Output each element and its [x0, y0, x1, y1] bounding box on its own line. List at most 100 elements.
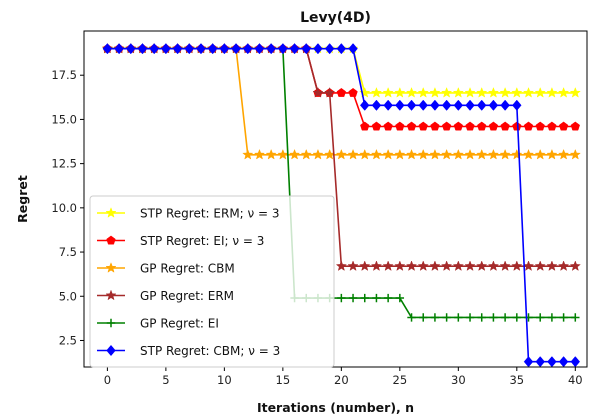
data-point	[487, 260, 500, 271]
data-point	[336, 87, 347, 97]
legend-item: STP Regret: CBM; ν = 3	[97, 344, 280, 358]
data-point	[383, 99, 393, 111]
data-point	[430, 121, 440, 131]
data-point	[511, 260, 523, 271]
data-point	[476, 148, 488, 160]
data-point	[523, 121, 534, 131]
data-point	[569, 148, 581, 160]
data-point	[429, 86, 441, 98]
data-point	[442, 313, 451, 322]
data-point	[557, 260, 570, 271]
data-point	[347, 260, 359, 271]
data-point	[406, 99, 417, 111]
data-point	[465, 121, 475, 131]
data-point	[453, 99, 464, 111]
data-point	[522, 86, 535, 98]
data-point	[383, 293, 393, 303]
data-point	[372, 293, 381, 303]
data-point	[489, 313, 498, 322]
y-tick-label: 2.5	[59, 333, 77, 347]
data-point	[184, 43, 195, 55]
legend-item: GP Regret: CBM	[97, 262, 235, 276]
data-point	[312, 86, 324, 98]
data-point	[536, 313, 545, 322]
data-point	[487, 148, 500, 160]
data-point	[395, 121, 405, 131]
x-tick-label: 25	[393, 373, 408, 387]
data-point	[488, 99, 499, 111]
data-point	[336, 43, 347, 55]
data-point	[359, 86, 371, 98]
data-point	[277, 148, 289, 160]
data-point	[464, 148, 476, 160]
data-point	[337, 293, 346, 303]
data-point	[500, 121, 510, 131]
x-tick-label: 30	[451, 373, 466, 387]
legend-label: GP Regret: EI	[140, 317, 219, 331]
data-point	[300, 148, 312, 160]
series-layer	[101, 42, 581, 368]
data-point	[534, 260, 546, 271]
legend-marker	[106, 318, 116, 328]
data-point	[547, 121, 557, 131]
data-point	[441, 148, 453, 160]
data-point	[359, 99, 370, 111]
data-point	[419, 313, 428, 322]
y-tick-label: 5.0	[59, 289, 77, 303]
data-point	[360, 293, 369, 303]
legend-marker	[105, 262, 117, 273]
data-point	[465, 99, 475, 111]
data-point	[370, 86, 383, 98]
data-point	[394, 86, 406, 98]
series-6	[102, 43, 581, 368]
data-point	[335, 260, 347, 271]
data-point	[394, 148, 406, 160]
data-point	[511, 86, 523, 98]
x-tick-label: 15	[276, 373, 291, 387]
data-point	[137, 43, 148, 55]
data-point	[569, 86, 581, 98]
x-tick-label: 5	[162, 373, 169, 387]
data-point	[557, 86, 570, 98]
data-point	[382, 148, 394, 160]
data-point	[476, 86, 488, 98]
data-point	[454, 313, 463, 322]
data-point	[312, 148, 324, 160]
data-point	[196, 43, 206, 55]
data-point	[476, 260, 488, 271]
y-tick-label: 10.0	[51, 201, 77, 215]
data-point	[253, 148, 266, 160]
data-point	[511, 148, 523, 160]
data-point	[452, 260, 464, 271]
legend-item: GP Regret: ERM	[97, 289, 234, 303]
y-axis-title: Regret	[15, 175, 30, 223]
data-point	[405, 148, 418, 160]
data-point	[534, 148, 546, 160]
data-point	[394, 260, 406, 271]
data-point	[417, 148, 429, 160]
data-point	[289, 43, 300, 55]
data-point	[348, 87, 358, 97]
data-point	[546, 260, 558, 271]
data-point	[477, 313, 486, 322]
data-point	[324, 43, 335, 55]
data-point	[558, 121, 569, 131]
plot-border	[83, 30, 588, 368]
chart-title: Levy(4D)	[300, 10, 371, 26]
data-point	[417, 260, 429, 271]
data-point	[441, 260, 453, 271]
data-point	[512, 99, 522, 111]
data-point	[265, 148, 277, 160]
y-tick-label: 15.0	[51, 112, 77, 126]
data-point	[452, 148, 464, 160]
data-point	[348, 293, 358, 303]
y-tick-label: 17.5	[51, 68, 77, 82]
data-point	[371, 121, 382, 131]
legend-label: GP Regret: ERM	[140, 289, 234, 303]
data-point	[546, 148, 558, 160]
legend: STP Regret: ERM; ν = 3 STP Regret: EI; ν …	[89, 195, 335, 368]
data-point	[464, 260, 476, 271]
data-point	[441, 121, 452, 131]
data-point	[335, 148, 347, 160]
data-point	[569, 260, 581, 271]
